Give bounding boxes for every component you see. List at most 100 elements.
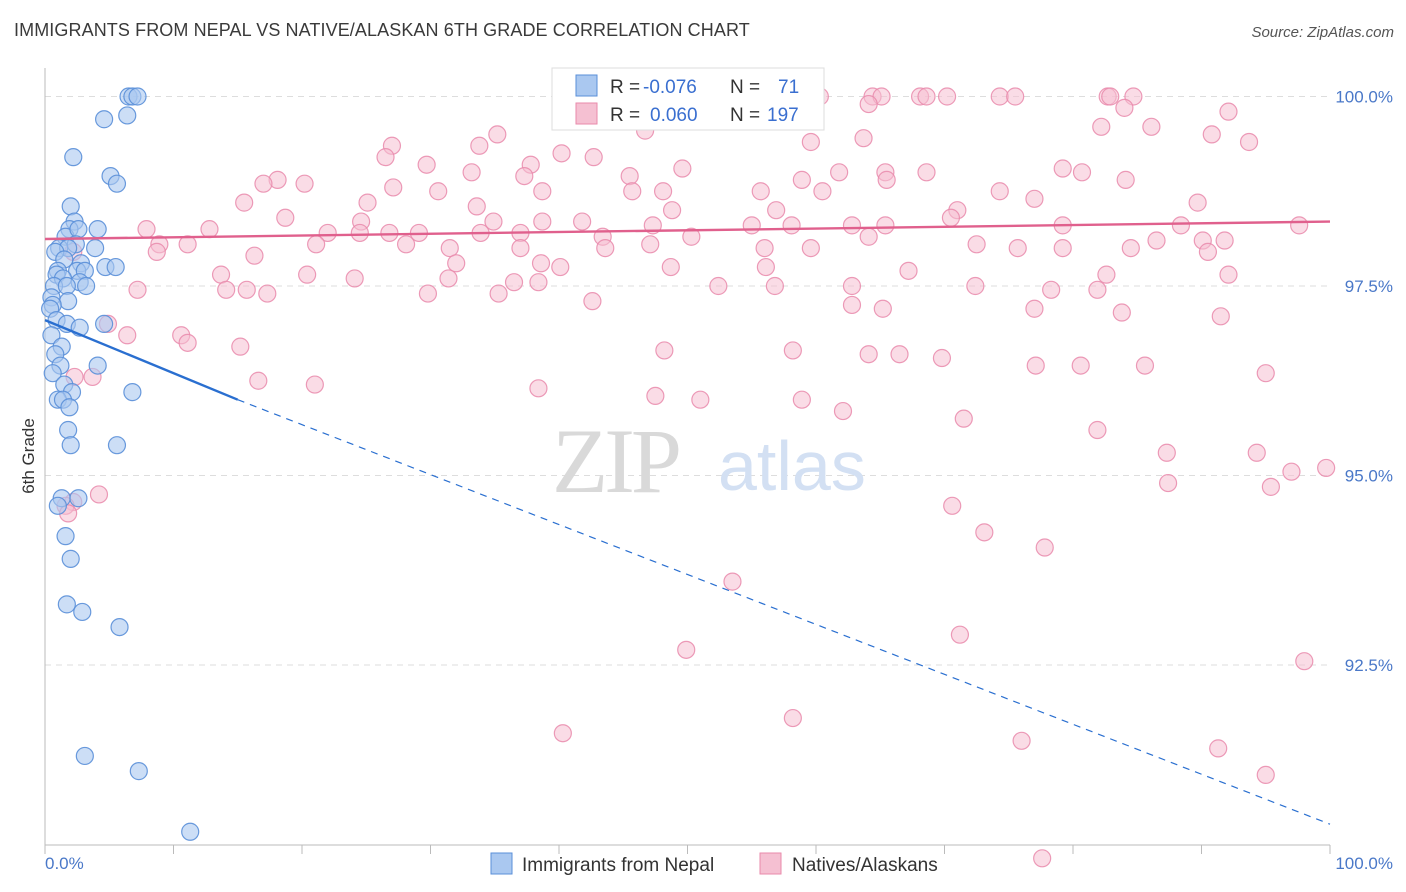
series-legend-label-natives: Natives/Alaskans — [792, 855, 938, 876]
natives-alaskans-point — [358, 193, 377, 212]
natives-alaskans-point — [842, 216, 862, 235]
series-legend-label-nepal: Immigrants from Nepal — [522, 855, 714, 876]
natives-alaskans-point — [975, 523, 994, 542]
natives-alaskans-point — [429, 182, 448, 201]
natives-alaskans-point — [551, 257, 570, 277]
natives-alaskans-point — [178, 235, 197, 254]
natives-alaskans-point — [384, 178, 403, 197]
natives-alaskans-point — [1147, 231, 1166, 250]
nepal-point — [181, 822, 200, 841]
natives-alaskans-point — [1171, 216, 1191, 235]
natives-alaskans-point — [211, 265, 231, 284]
natives-alaskans-point — [767, 201, 786, 220]
natives-alaskans-point — [470, 136, 489, 155]
nepal-trend-line — [44, 319, 239, 401]
natives-alaskans-point — [178, 333, 197, 352]
series-legend-swatch-nepal — [490, 852, 513, 875]
natives-alaskans-point — [249, 371, 268, 390]
natives-alaskans-point — [620, 166, 639, 186]
trend-lines — [44, 220, 1331, 825]
natives-alaskans-point — [1219, 265, 1238, 284]
natives-alaskans-point — [307, 235, 326, 254]
stats-legend: R = -0.076 N = 71 R = 0.060 N = 197 — [551, 67, 825, 131]
legend-n-value-2: 197 — [767, 105, 799, 126]
nepal-point — [128, 87, 147, 106]
natives-alaskans-point — [662, 201, 682, 220]
natives-alaskans-point — [89, 485, 109, 504]
nepal-point — [75, 746, 94, 766]
natives-alaskans-point — [990, 182, 1009, 201]
natives-alaskans-point — [295, 174, 314, 193]
nepal-point — [123, 383, 142, 402]
natives-alaskans-point — [723, 572, 742, 591]
y-tick-label: 92.5% — [1345, 656, 1393, 675]
natives-alaskans-point — [147, 242, 166, 261]
natives-alaskans-point — [782, 216, 801, 235]
natives-alaskans-point — [1295, 652, 1314, 671]
natives-alaskans-point — [854, 129, 873, 148]
natives-alaskans-point — [792, 170, 811, 189]
natives-alaskans-point — [350, 223, 369, 243]
natives-alaskans-point — [1071, 356, 1090, 375]
natives-alaskans-point — [801, 239, 820, 258]
natives-alaskans-points — [56, 87, 1336, 868]
natives-alaskans-point — [801, 132, 820, 152]
natives-alaskans-point — [682, 227, 701, 246]
legend-r-label-2: R = — [610, 105, 640, 126]
natives-alaskans-point — [235, 193, 254, 212]
nepal-point — [106, 257, 125, 277]
natives-alaskans-point — [937, 87, 957, 106]
natives-alaskans-point — [1092, 117, 1111, 136]
natives-trend-line — [44, 220, 1331, 241]
natives-alaskans-point — [529, 273, 548, 292]
natives-alaskans-point — [941, 208, 961, 227]
natives-alaskans-point — [276, 208, 295, 227]
series-legend-swatch-natives — [759, 852, 782, 875]
natives-alaskans-point — [792, 390, 811, 409]
natives-alaskans-point — [765, 276, 784, 296]
natives-alaskans-point — [661, 257, 680, 277]
natives-alaskans-point — [1261, 477, 1280, 496]
nepal-point — [88, 220, 107, 239]
natives-alaskans-point — [1157, 443, 1176, 462]
natives-alaskans-point — [899, 261, 918, 280]
natives-alaskans-point — [751, 182, 770, 201]
legend-n-label-2: N = — [730, 105, 760, 126]
natives-alaskans-point — [128, 280, 147, 299]
source-label: Source: ZipAtlas.com — [1251, 24, 1394, 41]
natives-alaskans-point — [833, 401, 853, 421]
natives-alaskans-point — [596, 239, 615, 258]
natives-alaskans-point — [345, 269, 364, 288]
natives-alaskans-point — [1219, 102, 1238, 121]
nepal-point — [118, 106, 137, 125]
natives-alaskans-point — [1211, 307, 1230, 326]
nepal-point — [86, 239, 105, 258]
watermark-zip: ZIP — [552, 410, 679, 512]
natives-alaskans-point — [873, 299, 892, 318]
natives-alaskans-point — [553, 724, 572, 743]
natives-alaskans-point — [1115, 98, 1134, 117]
nepal-point — [59, 292, 78, 311]
natives-alaskans-point — [966, 276, 985, 296]
natives-alaskans-point — [1112, 303, 1131, 322]
natives-alaskans-point — [1053, 159, 1072, 178]
watermark-atlas: atlas — [718, 427, 866, 505]
nepal-point — [95, 314, 114, 333]
natives-alaskans-point — [511, 239, 530, 258]
natives-alaskans-point — [439, 269, 458, 288]
nepal-point — [61, 197, 80, 216]
natives-alaskans-point — [1072, 163, 1092, 182]
nepal-point — [95, 110, 114, 129]
natives-alaskans-point — [1202, 125, 1221, 144]
nepal-point — [129, 762, 148, 781]
natives-alaskans-point — [641, 235, 660, 254]
nepal-point — [64, 148, 83, 167]
natives-alaskans-point — [376, 148, 395, 167]
nepal-point — [110, 617, 129, 637]
natives-alaskans-point — [1088, 280, 1107, 299]
y-tick-label: 95.0% — [1345, 467, 1393, 486]
natives-alaskans-point — [1042, 280, 1061, 299]
natives-alaskans-point — [440, 239, 459, 258]
natives-alaskans-point — [623, 182, 642, 201]
y-tick-label: 97.5% — [1345, 277, 1393, 296]
